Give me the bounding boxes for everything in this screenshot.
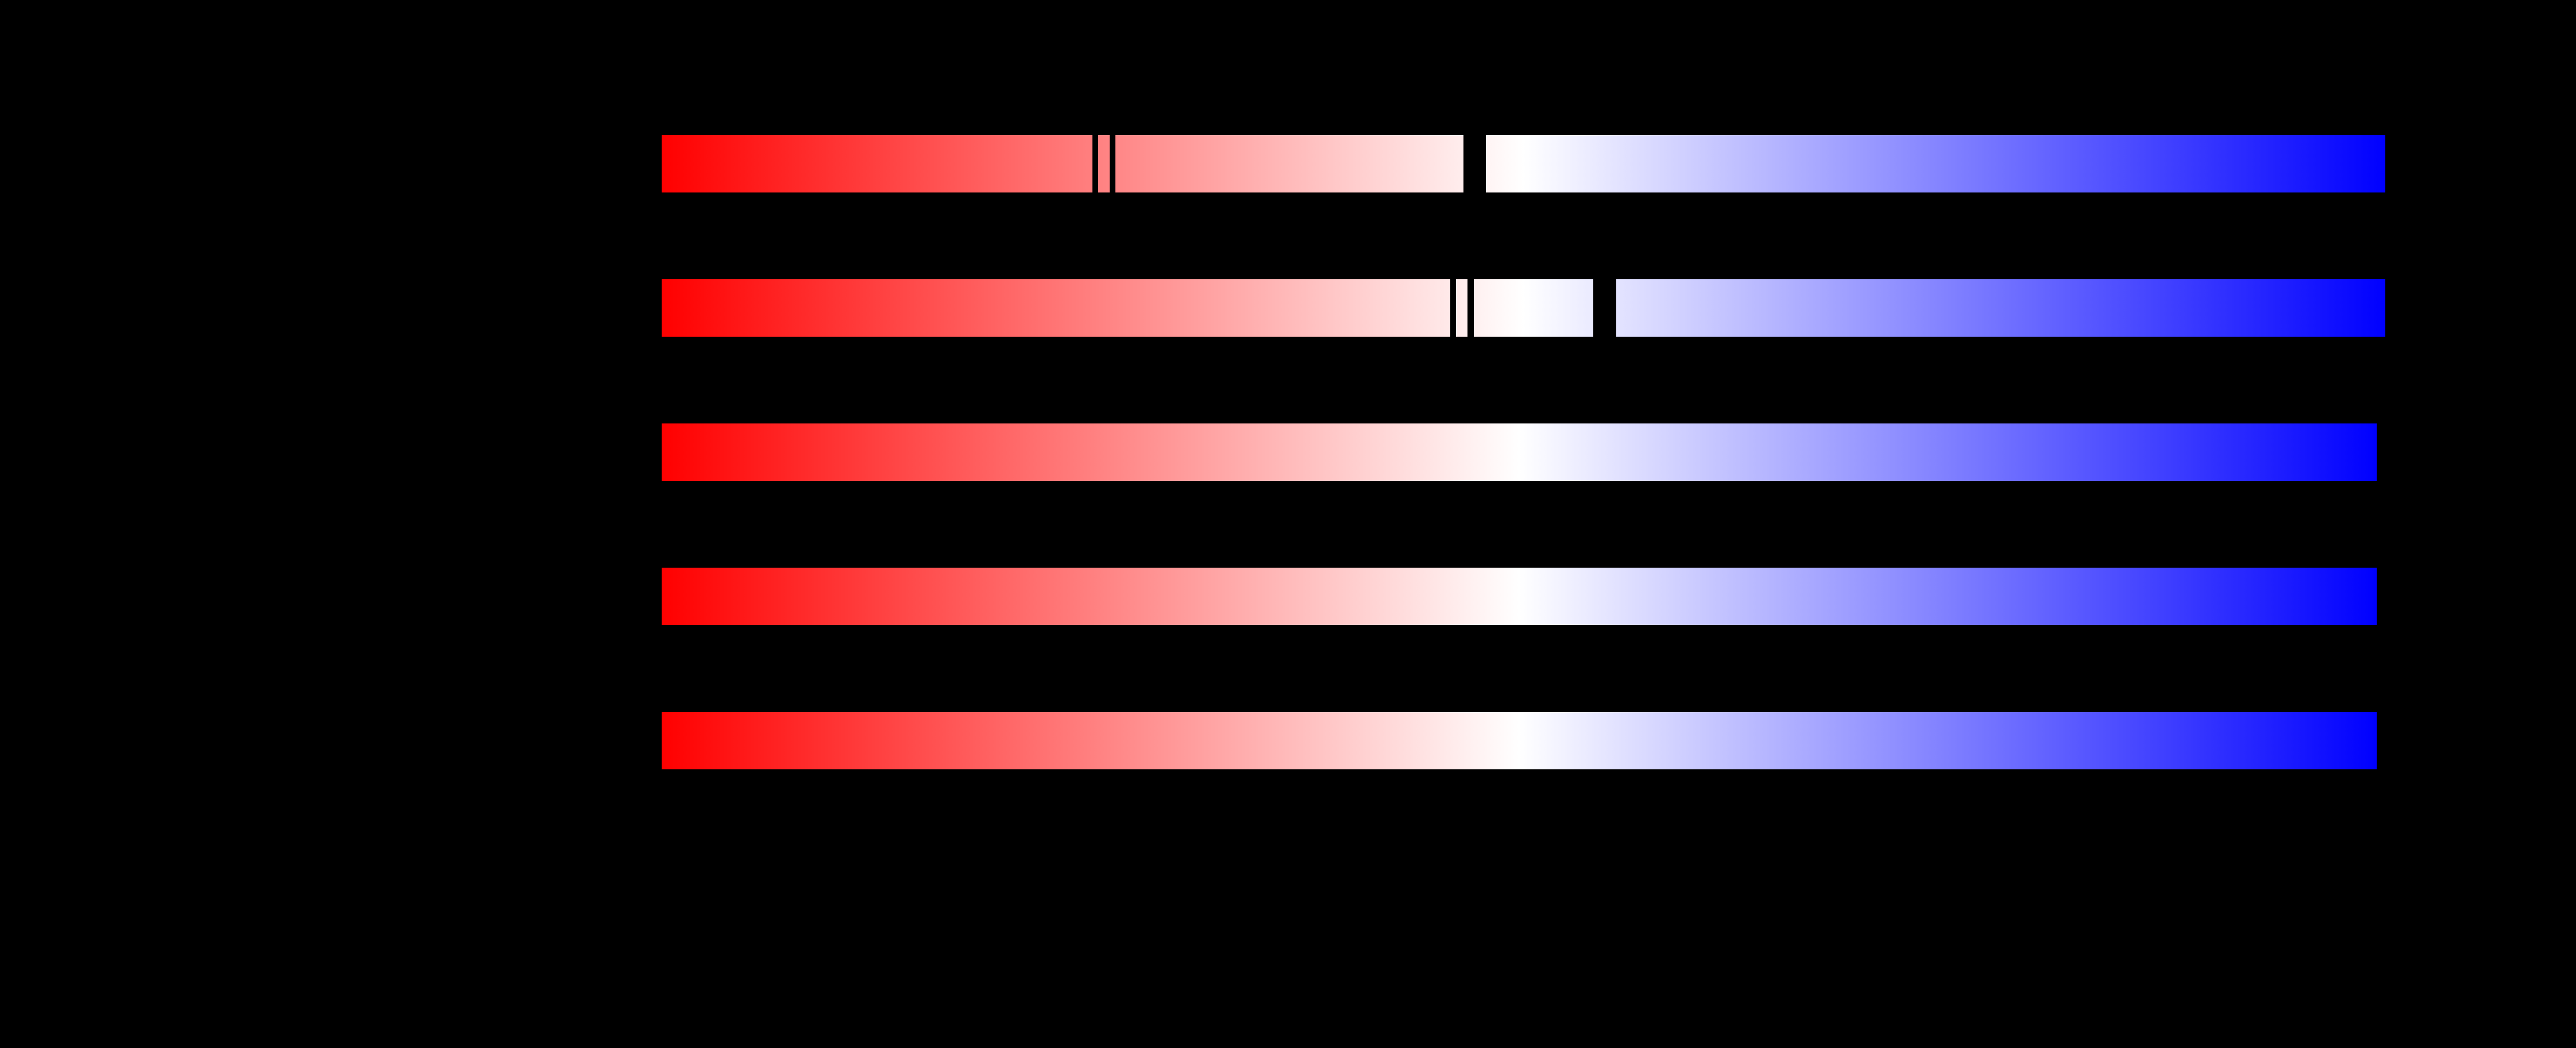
bar-break: [1463, 135, 1486, 192]
bar-break: [1092, 135, 1098, 192]
bar-break: [1593, 279, 1616, 337]
bar-3: [662, 423, 2377, 481]
bar-1: [662, 135, 2385, 192]
bar-4: [662, 568, 2377, 625]
bar-5: [662, 712, 2377, 769]
bar-break: [1450, 279, 1456, 337]
bar-2: [662, 279, 2385, 337]
bar-break: [1467, 279, 1474, 337]
bar-break: [1110, 135, 1115, 192]
